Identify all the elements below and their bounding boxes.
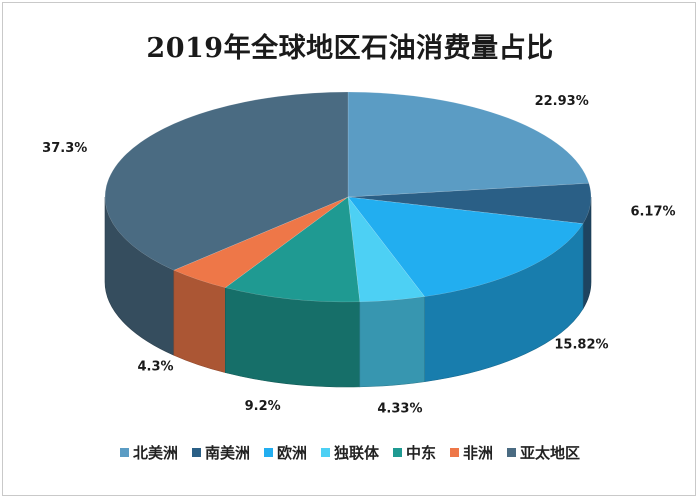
legend-item-5: 非洲: [450, 442, 493, 463]
legend-swatch-4: [393, 447, 402, 457]
data-label-6: 37.3%: [42, 141, 87, 156]
pie-slice-0: [347, 91, 590, 198]
pie-side-4: [225, 287, 361, 388]
legend-label-0: 北美洲: [132, 443, 178, 462]
pie-slice-4: [224, 196, 361, 303]
legend-label-5: 非洲: [463, 443, 494, 462]
data-label-0: 22.93%: [535, 94, 589, 109]
legend-label-6: 亚太地区: [520, 443, 581, 462]
pie-side-3: [359, 296, 425, 388]
legend-swatch-5: [450, 447, 460, 457]
pie-slice-1: [347, 183, 592, 224]
pie-side-5: [173, 269, 226, 374]
legend-item-6: 亚太地区: [507, 442, 580, 463]
chart-legend: 北美洲 南美洲 欧洲 独联体 中东 非洲 亚太地区: [0, 440, 700, 464]
legend-item-0: 北美洲: [119, 442, 178, 463]
legend-label-1: 南美洲: [204, 443, 250, 462]
pie-slice-5: [173, 196, 349, 288]
data-label-5: 4.3%: [138, 360, 174, 375]
data-label-3: 4.33%: [377, 401, 422, 416]
pie-slice-3: [347, 196, 425, 303]
data-label-4: 9.2%: [245, 399, 281, 414]
pie-slice-6: [104, 91, 349, 271]
legend-item-4: 中东: [393, 442, 436, 463]
data-label-1: 6.17%: [630, 204, 675, 219]
legend-swatch-6: [507, 447, 517, 457]
legend-swatch-0: [119, 447, 129, 457]
data-label-2: 15.82%: [554, 337, 608, 352]
legend-swatch-1: [191, 447, 201, 457]
legend-swatch-3: [320, 447, 330, 457]
legend-label-2: 欧洲: [276, 443, 307, 462]
legend-label-3: 独联体: [333, 443, 379, 462]
legend-item-3: 独联体: [320, 442, 379, 463]
pie-slice-2: [347, 196, 584, 297]
legend-item-1: 南美洲: [191, 442, 250, 463]
chart-title: 2019年全球地区石油消费量占比: [146, 33, 554, 64]
legend-label-4: 中东: [406, 443, 437, 462]
legend-swatch-2: [263, 447, 273, 457]
legend-item-2: 欧洲: [263, 442, 307, 463]
